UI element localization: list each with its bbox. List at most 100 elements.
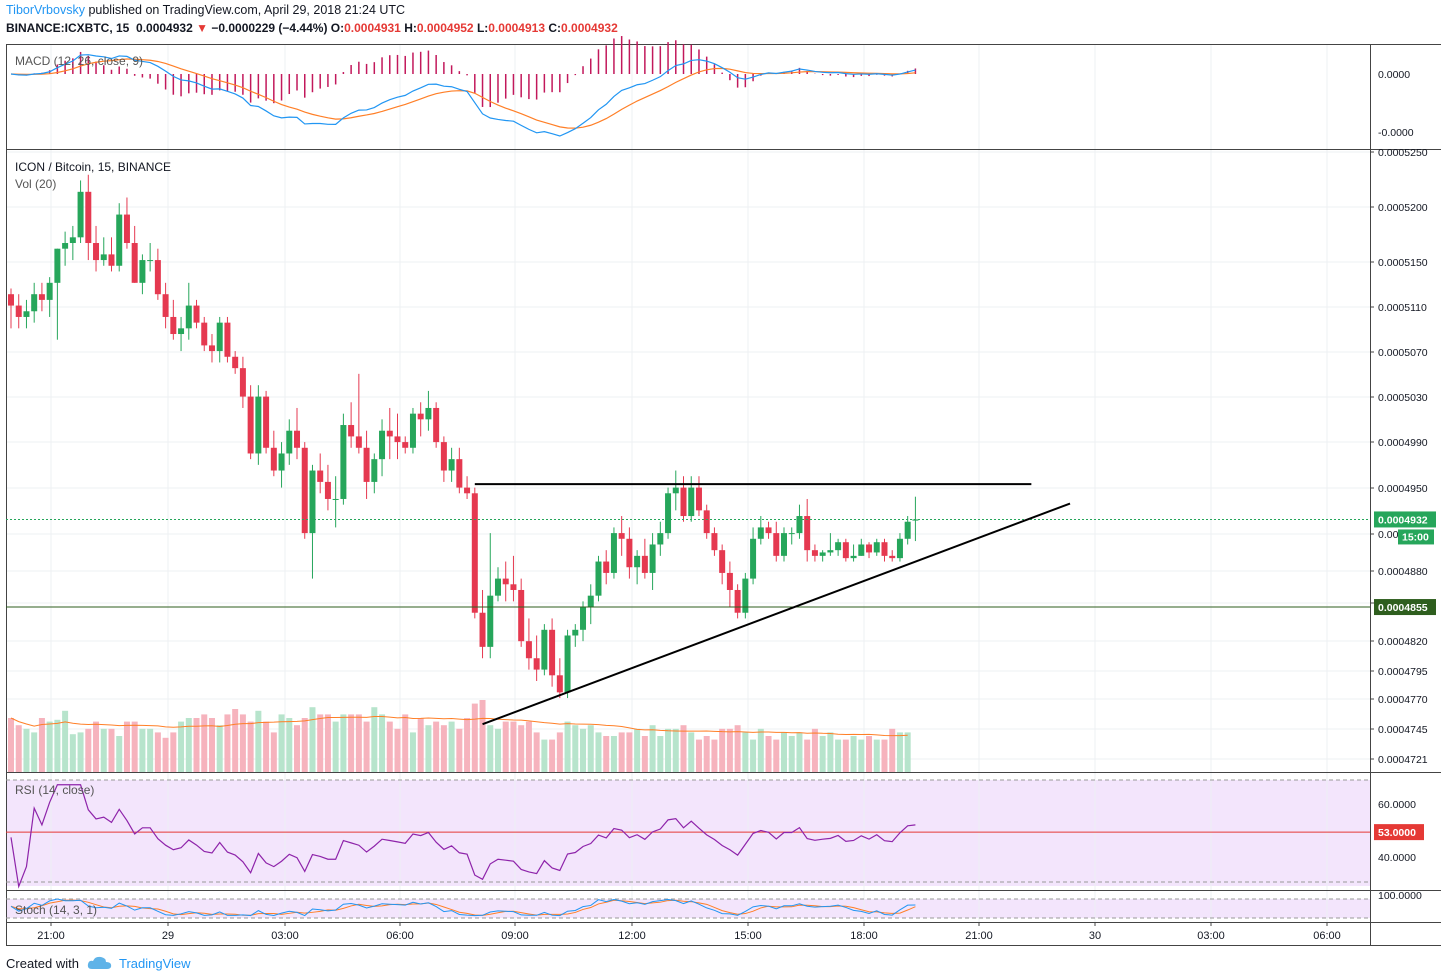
price-tick-label: 0.0005110 <box>1378 302 1427 314</box>
time-tick-label: 03:00 <box>271 930 299 942</box>
volume-bar <box>15 725 22 772</box>
volume-bar <box>873 739 880 772</box>
volume-bar <box>719 728 726 772</box>
candle-body <box>255 396 262 454</box>
volume-bar <box>286 718 293 772</box>
time-tick-label: 29 <box>162 930 174 942</box>
volume-bar <box>100 728 107 772</box>
volume-bar <box>425 725 432 772</box>
candle-body <box>93 243 100 261</box>
candle-body <box>425 407 432 420</box>
time-tick-label: 12:00 <box>618 930 646 942</box>
volume-bar <box>510 721 517 772</box>
candle-body <box>781 533 787 556</box>
candle-body <box>247 396 254 454</box>
open-value: 0.0004931 <box>344 21 401 35</box>
candle-body <box>626 538 633 568</box>
candle-body <box>85 191 92 244</box>
open-label: O: <box>330 21 345 35</box>
candle-body <box>595 561 602 596</box>
candle-pane <box>6 174 1370 699</box>
volume-bar <box>294 725 301 772</box>
volume-bar <box>750 739 757 772</box>
price-tick-label: 0.0004721 <box>1378 754 1428 766</box>
candle-body <box>402 442 409 448</box>
volume-bar <box>433 721 440 772</box>
volume-bar <box>587 725 594 772</box>
volume-bar <box>456 728 463 772</box>
candle-body <box>317 470 324 482</box>
volume-bar <box>858 739 865 772</box>
candle-body <box>263 396 270 448</box>
volume-bar <box>216 725 223 772</box>
stoch-tick-label: 100.0000 <box>1378 890 1422 902</box>
volume-bar <box>371 707 378 772</box>
candle-body <box>842 542 849 559</box>
symbol-info: BINANCE:ICXBTC, 15 0.0004932 ▼ −0.000022… <box>6 21 618 35</box>
volume-bar <box>641 736 648 772</box>
candle-body <box>695 487 702 511</box>
candle-body <box>379 430 386 460</box>
price-tick-label: 0.0004770 <box>1378 694 1428 706</box>
candle-body <box>239 368 246 397</box>
price-tick-label: 0.0004950 <box>1378 483 1428 495</box>
candle-body <box>680 487 687 517</box>
tradingview-link[interactable]: TradingView <box>118 955 191 971</box>
high-value: 0.0004952 <box>416 21 474 35</box>
rsi-current-bg <box>1374 824 1424 841</box>
candle-body <box>286 430 293 454</box>
volume-bar <box>835 739 842 772</box>
candle-body <box>835 542 842 551</box>
candle-body <box>100 254 107 261</box>
time-tick-label: 03:00 <box>1197 930 1225 942</box>
volume-bar <box>386 721 393 772</box>
author-link[interactable]: TiborVrbovsky <box>6 3 85 17</box>
low-label: L: <box>476 21 489 35</box>
candle-body <box>224 322 231 357</box>
candle-body <box>672 487 679 494</box>
stoch-k-line <box>10 898 916 917</box>
volume-bar <box>494 728 501 772</box>
volume-bar <box>703 736 710 772</box>
volume-bar <box>850 736 857 772</box>
trend-drawings[interactable] <box>474 483 1071 726</box>
volume-bar <box>417 718 424 772</box>
candle-body <box>46 282 53 300</box>
volume-bar <box>348 714 355 772</box>
candle-body <box>371 459 378 482</box>
candle-body <box>62 243 69 249</box>
volume-bar <box>688 732 695 772</box>
candle-body <box>811 550 818 556</box>
candle-body <box>502 578 509 585</box>
candle-body <box>417 413 424 420</box>
candle-body <box>757 527 764 539</box>
candle-body <box>348 425 355 437</box>
candle-body <box>657 533 664 545</box>
candle-body <box>734 589 741 613</box>
candle-body <box>170 316 177 335</box>
volume-bar <box>394 728 401 772</box>
volume-bar <box>317 714 324 772</box>
candle-body <box>564 635 571 693</box>
candle-body <box>904 521 911 539</box>
time-tick-label: 21:00 <box>37 930 65 942</box>
rsi-current-badge: 53.0000 <box>1378 827 1416 839</box>
down-arrow-icon: ▼ <box>196 21 208 35</box>
macd-pane <box>10 36 917 137</box>
candle-body <box>433 407 440 443</box>
volume-bar <box>788 736 795 772</box>
price-tick-label: 0.0004745 <box>1378 724 1428 736</box>
candle-body <box>889 555 896 559</box>
volume-bar <box>123 721 130 772</box>
price-tick-label: 0.0004880 <box>1378 566 1428 578</box>
rsi-tick-label: 40.0000 <box>1378 852 1416 864</box>
volume-bar <box>603 736 610 772</box>
footer: Created with TradingView <box>6 955 191 971</box>
volume-bar <box>69 734 76 772</box>
candle-body <box>634 555 641 568</box>
rsi-label: RSI (14, close) <box>15 783 94 797</box>
volume-bar <box>672 728 679 772</box>
candle-body <box>355 436 362 448</box>
volume-bar <box>324 714 331 772</box>
